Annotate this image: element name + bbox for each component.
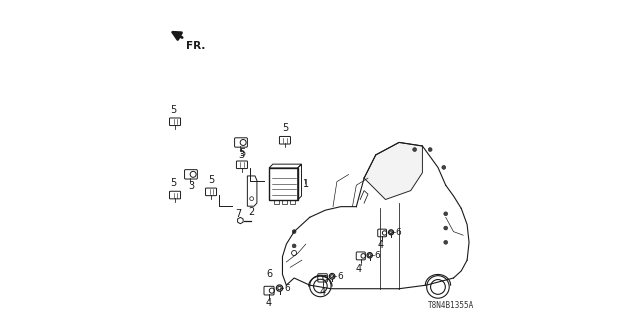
Text: 1: 1 — [303, 179, 308, 189]
Circle shape — [444, 240, 447, 244]
Circle shape — [292, 230, 296, 234]
Text: 6: 6 — [337, 272, 342, 281]
Text: FR.: FR. — [186, 42, 205, 52]
Text: 4: 4 — [266, 298, 272, 308]
Circle shape — [442, 165, 445, 169]
Text: 4: 4 — [319, 287, 326, 297]
Circle shape — [413, 148, 417, 151]
Text: 6: 6 — [396, 228, 401, 237]
Text: 5: 5 — [239, 148, 245, 158]
Text: 2: 2 — [248, 207, 255, 217]
Text: 5: 5 — [170, 178, 177, 188]
Text: 3: 3 — [238, 149, 244, 160]
Bar — [269, 168, 298, 200]
Polygon shape — [364, 142, 422, 199]
Text: 4: 4 — [377, 240, 383, 250]
Text: 5: 5 — [170, 105, 177, 115]
Text: 7: 7 — [236, 209, 242, 219]
Text: 6: 6 — [284, 284, 290, 292]
Text: 6: 6 — [374, 251, 380, 260]
Text: T8N4B1355A: T8N4B1355A — [428, 301, 474, 310]
Text: 5: 5 — [282, 123, 288, 133]
Text: 6: 6 — [266, 269, 272, 279]
Text: 3: 3 — [188, 181, 194, 191]
Text: 4: 4 — [356, 264, 362, 274]
Bar — [274, 200, 278, 204]
Circle shape — [292, 244, 296, 248]
Circle shape — [444, 226, 447, 230]
Text: 5: 5 — [208, 175, 214, 185]
Circle shape — [444, 212, 447, 216]
Bar — [282, 200, 287, 204]
Bar — [290, 200, 294, 204]
Circle shape — [428, 148, 432, 151]
